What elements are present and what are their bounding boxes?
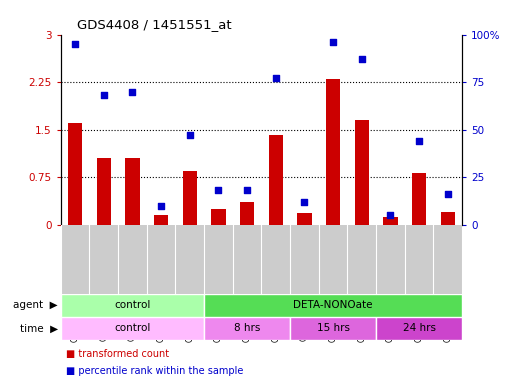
Bar [97, 158, 111, 225]
Bar [290, 317, 376, 340]
Bar [354, 120, 369, 225]
Bar [154, 215, 168, 225]
Bar [61, 294, 204, 317]
Bar [326, 79, 340, 225]
Bar [211, 209, 225, 225]
Point [157, 203, 165, 209]
Point [300, 199, 308, 205]
Bar [383, 217, 398, 225]
Text: 24 hrs: 24 hrs [402, 323, 436, 333]
Point [271, 75, 280, 81]
Point [415, 138, 423, 144]
Bar [183, 171, 197, 225]
Bar [412, 173, 426, 225]
Point [386, 212, 394, 218]
Text: DETA-NONOate: DETA-NONOate [293, 300, 373, 310]
Point [185, 132, 194, 138]
Bar [61, 317, 204, 340]
Bar [440, 212, 455, 225]
Text: ■ transformed count: ■ transformed count [66, 349, 169, 359]
Text: 15 hrs: 15 hrs [316, 323, 350, 333]
Point [71, 41, 79, 47]
Bar [376, 317, 462, 340]
Point [128, 89, 137, 95]
Bar [269, 135, 283, 225]
Text: agent  ▶: agent ▶ [13, 300, 58, 310]
Point [357, 56, 366, 62]
Bar [125, 158, 139, 225]
Point [243, 187, 251, 194]
Text: time  ▶: time ▶ [20, 323, 58, 333]
Point [329, 39, 337, 45]
Text: control: control [114, 300, 150, 310]
Text: GDS4408 / 1451551_at: GDS4408 / 1451551_at [77, 18, 231, 31]
Text: 8 hrs: 8 hrs [234, 323, 260, 333]
Bar [240, 202, 254, 225]
Bar [204, 317, 290, 340]
Bar [297, 213, 312, 225]
Text: ■ percentile rank within the sample: ■ percentile rank within the sample [66, 366, 243, 376]
Bar [204, 294, 462, 317]
Bar [68, 123, 82, 225]
Point [214, 187, 223, 194]
Point [444, 191, 452, 197]
Point [99, 92, 108, 98]
Text: control: control [114, 323, 150, 333]
